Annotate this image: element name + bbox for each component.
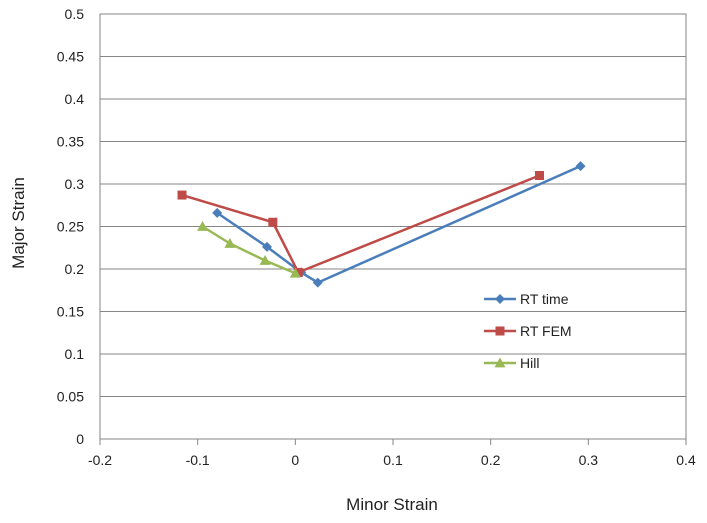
y-tick-label: 0.2 xyxy=(65,261,85,277)
y-tick-label: 0.05 xyxy=(57,389,84,405)
grid-lines xyxy=(99,13,687,440)
legend-item-rt-time: RT time xyxy=(484,291,569,307)
y-tick-label: 0.3 xyxy=(65,176,85,192)
data-point-rt-fem xyxy=(177,190,187,200)
axes: 0 0.05 0.1 0.15 0.2 0.25 0.3 0.35 0.4 0.45 0.5 -0.2… xyxy=(57,6,696,468)
data-series xyxy=(177,161,586,288)
legend-label-rt-fem: RT FEM xyxy=(520,323,572,339)
legend-label-hill: Hill xyxy=(520,355,539,371)
data-point-hill xyxy=(197,221,209,231)
x-tick-label: 0.4 xyxy=(676,452,696,468)
data-point-rt-fem xyxy=(268,217,278,227)
data-point-rt-time xyxy=(212,207,223,218)
y-tick-label: 0.45 xyxy=(57,49,84,65)
y-tick-label: 0.15 xyxy=(57,304,84,320)
data-point-hill xyxy=(289,267,301,278)
x-tick-label: 0 xyxy=(291,452,299,468)
legend-marker-rt-time xyxy=(495,294,505,304)
y-tick-label: 0.25 xyxy=(57,219,84,235)
series-line-hill xyxy=(201,225,296,275)
y-tick-label: 0.4 xyxy=(65,91,85,107)
series-line-rt-fem xyxy=(181,174,540,274)
legend: RT time RT FEM Hill xyxy=(484,291,572,371)
y-tick-label: 0.5 xyxy=(65,6,85,22)
data-point-hill xyxy=(224,238,236,248)
legend-marker-rt-fem xyxy=(495,326,505,336)
y-axis-title: Major Strain xyxy=(9,177,28,269)
series-hill xyxy=(197,221,301,278)
y-tick-label: 0.1 xyxy=(65,346,85,362)
y-tick-label: 0 xyxy=(76,431,84,447)
x-tick-label: 0.1 xyxy=(383,452,403,468)
y-tick-label: 0.35 xyxy=(57,134,84,150)
series-rt-fem xyxy=(177,171,544,277)
x-tick-label: 0.3 xyxy=(579,452,599,468)
x-axis-title: Minor Strain xyxy=(346,495,438,514)
legend-item-rt-fem: RT FEM xyxy=(484,323,572,339)
x-tick-label: 0.2 xyxy=(481,452,501,468)
data-point-rt-time xyxy=(575,161,586,172)
x-tick-label: -0.1 xyxy=(186,452,210,468)
legend-item-hill: Hill xyxy=(484,355,539,371)
x-tick-label: -0.2 xyxy=(88,452,112,468)
data-point-rt-time xyxy=(312,277,323,288)
legend-marker-hill xyxy=(494,357,506,368)
data-point-rt-fem xyxy=(535,171,544,180)
legend-label-rt-time: RT time xyxy=(520,291,569,307)
data-point-rt-fem xyxy=(293,267,303,277)
data-point-rt-time xyxy=(262,241,273,252)
data-point-hill xyxy=(259,255,271,265)
